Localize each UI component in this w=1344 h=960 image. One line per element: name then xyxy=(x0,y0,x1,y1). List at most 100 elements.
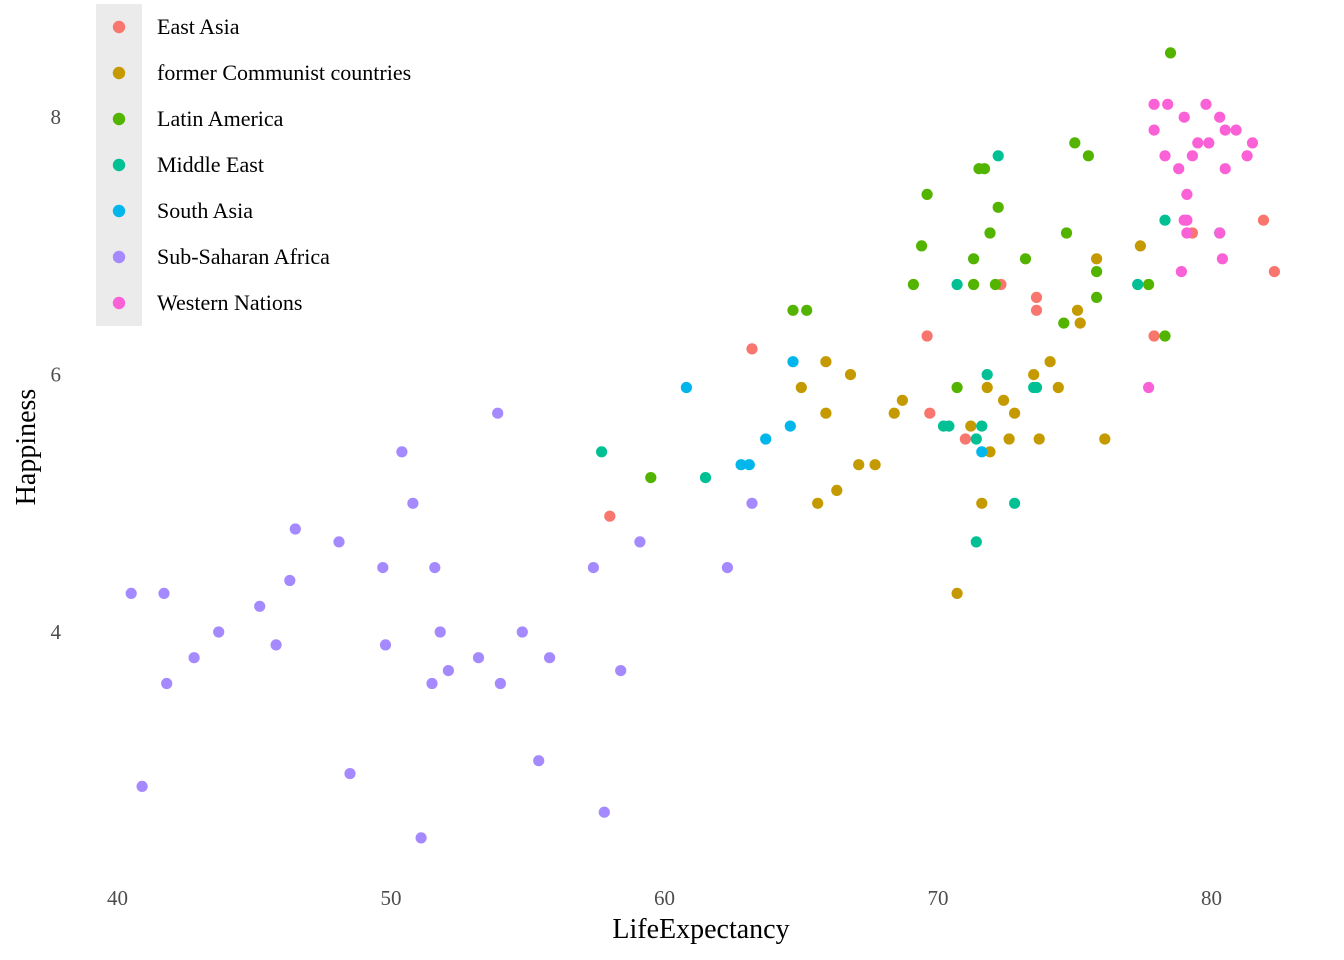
data-point xyxy=(978,163,991,175)
legend-label: Middle East xyxy=(157,152,264,177)
data-point xyxy=(992,150,1004,162)
series-5 xyxy=(125,407,758,844)
data-point xyxy=(787,304,799,316)
legend-label: East Asia xyxy=(157,14,240,39)
data-point xyxy=(1091,291,1103,303)
data-point xyxy=(1214,227,1226,239)
legend-key xyxy=(112,250,126,264)
data-point xyxy=(921,330,933,342)
data-point xyxy=(981,369,993,381)
legend-item: Middle East xyxy=(112,152,264,177)
data-point xyxy=(1230,124,1242,136)
series-1 xyxy=(795,240,1146,600)
data-point xyxy=(1181,214,1193,226)
x-tick-label: 40 xyxy=(107,886,128,910)
y-tick-label: 6 xyxy=(51,363,62,387)
series-4 xyxy=(680,356,988,471)
data-point xyxy=(1246,137,1259,149)
data-point xyxy=(965,420,977,432)
data-point xyxy=(1058,317,1070,329)
data-point xyxy=(213,626,225,638)
legend-label: Latin America xyxy=(157,106,284,131)
data-point xyxy=(333,536,345,548)
data-point xyxy=(1074,317,1086,329)
data-point xyxy=(801,304,813,316)
series-6 xyxy=(1143,98,1259,394)
data-point xyxy=(831,484,843,496)
data-point xyxy=(1214,111,1226,123)
series-2 xyxy=(645,47,1177,484)
y-tick-label: 8 xyxy=(51,105,62,129)
x-axis-title: LifeExpectancy xyxy=(612,914,789,945)
legend-item: South Asia xyxy=(112,198,253,223)
data-point xyxy=(1071,304,1084,316)
legend-key xyxy=(112,296,126,310)
data-point xyxy=(1219,163,1231,175)
legend-key xyxy=(112,112,126,126)
data-point xyxy=(1132,278,1144,291)
legend-label: former Communist countries xyxy=(157,60,411,85)
data-point xyxy=(924,407,936,419)
data-point xyxy=(1134,240,1146,252)
data-point xyxy=(1003,433,1015,445)
legend-key xyxy=(112,158,126,172)
data-point xyxy=(721,562,734,574)
data-point xyxy=(1164,47,1177,59)
y-tick-label: 4 xyxy=(51,620,62,644)
x-tick-label: 50 xyxy=(381,886,402,910)
data-point xyxy=(1257,214,1270,226)
data-point xyxy=(1009,407,1021,419)
data-point xyxy=(976,420,988,432)
data-point xyxy=(1200,98,1212,110)
data-point xyxy=(1203,137,1215,149)
data-point xyxy=(1148,330,1160,342)
data-point xyxy=(188,652,200,664)
data-point xyxy=(844,369,857,381)
legend-label: South Asia xyxy=(157,198,253,223)
data-point xyxy=(533,755,545,767)
data-point xyxy=(943,420,955,432)
legend-key xyxy=(112,66,126,80)
legend-key xyxy=(112,204,126,218)
data-point xyxy=(968,278,980,291)
data-point xyxy=(951,278,963,291)
data-point xyxy=(1033,433,1045,445)
data-point xyxy=(1181,188,1193,200)
data-point xyxy=(426,677,438,690)
data-point xyxy=(270,639,282,651)
data-point xyxy=(396,446,408,458)
data-point xyxy=(1143,381,1155,394)
data-point xyxy=(760,433,772,445)
legend: East Asia former Communist countries Latin… xyxy=(96,4,411,326)
data-point xyxy=(544,652,556,664)
y-axis-ticks: 4 6 8 xyxy=(51,105,62,644)
data-point xyxy=(998,394,1010,406)
x-tick-label: 60 xyxy=(654,886,675,910)
data-point xyxy=(472,652,485,664)
data-point xyxy=(1173,163,1185,175)
data-point xyxy=(1019,253,1032,265)
data-point xyxy=(1091,253,1103,265)
data-point xyxy=(1219,124,1231,136)
data-point xyxy=(907,278,920,291)
data-point xyxy=(820,407,832,419)
data-point xyxy=(970,433,982,445)
data-point xyxy=(284,574,296,587)
data-point xyxy=(968,253,980,265)
data-point xyxy=(981,381,993,394)
data-point xyxy=(970,536,982,548)
data-point xyxy=(853,459,865,471)
data-point xyxy=(1181,227,1193,239)
data-point xyxy=(984,446,996,458)
data-point xyxy=(1030,291,1043,303)
legend-item: former Communist countries xyxy=(112,60,411,85)
data-point xyxy=(492,407,504,419)
data-point xyxy=(1175,266,1187,278)
data-point xyxy=(820,356,832,368)
data-point xyxy=(1216,253,1228,265)
x-tick-label: 70 xyxy=(928,886,949,910)
data-point xyxy=(615,665,627,677)
data-point xyxy=(434,626,446,638)
data-point xyxy=(254,600,266,612)
data-point xyxy=(869,459,881,471)
